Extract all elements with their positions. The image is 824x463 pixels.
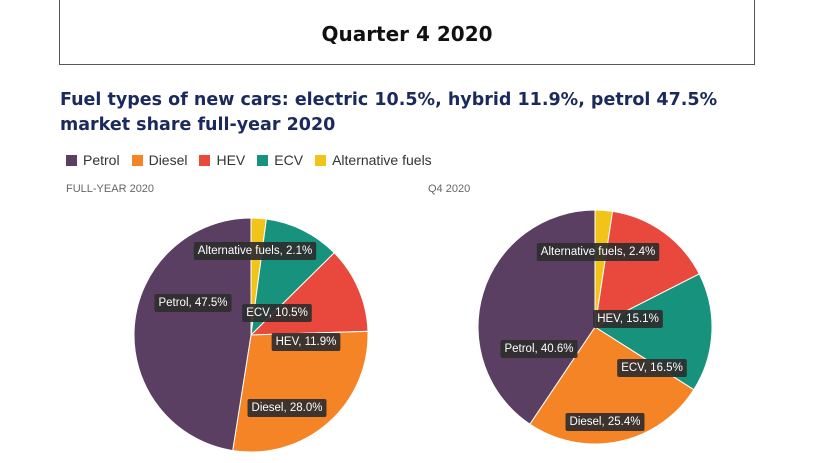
chart-legend: Petrol Diesel HEV ECV Alternative fuels (66, 152, 444, 168)
pie-subtitle-q4: Q4 2020 (428, 183, 471, 195)
legend-label-hev: HEV (216, 152, 246, 168)
data-label-q4-petrol: Petrol, 40.6% (500, 340, 578, 358)
legend-swatch-diesel (131, 154, 143, 166)
pie-slice-full-year-diesel (232, 330, 369, 453)
legend-label-ecv: ECV (274, 152, 304, 168)
svg-text:HEV, 15.1%: HEV, 15.1% (597, 313, 659, 325)
legend-item-hev: HEV (199, 152, 245, 168)
data-label-full-year-alternative-fuels: Alternative fuels, 2.1% (193, 242, 317, 260)
legend-label-diesel: Diesel (148, 152, 188, 168)
data-label-full-year-petrol: Petrol, 47.5% (154, 294, 232, 312)
legend-swatch-alternative-fuels (315, 154, 327, 166)
svg-text:Diesel, 28.0%: Diesel, 28.0% (252, 402, 323, 414)
svg-text:ECV, 16.5%: ECV, 16.5% (621, 362, 683, 374)
data-label-full-year-diesel: Diesel, 28.0% (247, 399, 327, 417)
legend-item-alternative-fuels: Alternative fuels (315, 152, 432, 168)
svg-text:Petrol, 47.5%: Petrol, 47.5% (158, 297, 227, 309)
pie-full-year: Alternative fuels, 2.1% ECV, 10.5% HEV, 11… (133, 217, 369, 453)
data-label-full-year-ecv: ECV, 10.5% (242, 304, 312, 322)
svg-text:Petrol, 40.6%: Petrol, 40.6% (504, 343, 573, 355)
legend-item-petrol: Petrol (66, 152, 120, 168)
svg-text:Diesel, 25.4%: Diesel, 25.4% (570, 416, 641, 428)
legend-swatch-petrol (66, 154, 77, 166)
chart-headline: Fuel types of new cars: electric 10.5%, … (60, 90, 718, 135)
data-label-q4-diesel: Diesel, 25.4% (565, 413, 645, 431)
svg-text:HEV, 11.9%: HEV, 11.9% (276, 336, 337, 348)
data-label-q4-alternative-fuels: Alternative fuels, 2.4% (536, 243, 660, 261)
pie-q4: Alternative fuels, 2.4% HEV, 15.1% ECV, 16… (477, 209, 713, 445)
quarter-title-box: Quarter 4 2020 (59, 0, 755, 65)
legend-item-diesel: Diesel (131, 152, 188, 168)
svg-text:Alternative fuels, 2.4%: Alternative fuels, 2.4% (541, 246, 655, 258)
pie-slice-full-year-petrol (133, 217, 252, 452)
legend-item-ecv: ECV (257, 152, 303, 168)
data-label-q4-hev: HEV, 15.1% (593, 310, 663, 328)
page-title: Quarter 4 2020 (321, 22, 493, 46)
legend-label-petrol: Petrol (83, 152, 120, 168)
svg-text:ECV, 10.5%: ECV, 10.5% (246, 307, 308, 319)
pie-slice-q4-petrol (477, 209, 596, 425)
legend-label-alternative-fuels: Alternative fuels (332, 152, 432, 168)
pie-slice-q4-hev (594, 210, 700, 328)
data-label-full-year-hev: HEV, 11.9% (271, 333, 341, 351)
svg-text:Alternative fuels, 2.1%: Alternative fuels, 2.1% (198, 245, 312, 257)
pie-subtitle-full-year: FULL-YEAR 2020 (66, 183, 155, 195)
legend-swatch-hev (199, 154, 211, 166)
data-label-q4-ecv: ECV, 16.5% (617, 359, 687, 377)
legend-swatch-ecv (257, 154, 269, 166)
